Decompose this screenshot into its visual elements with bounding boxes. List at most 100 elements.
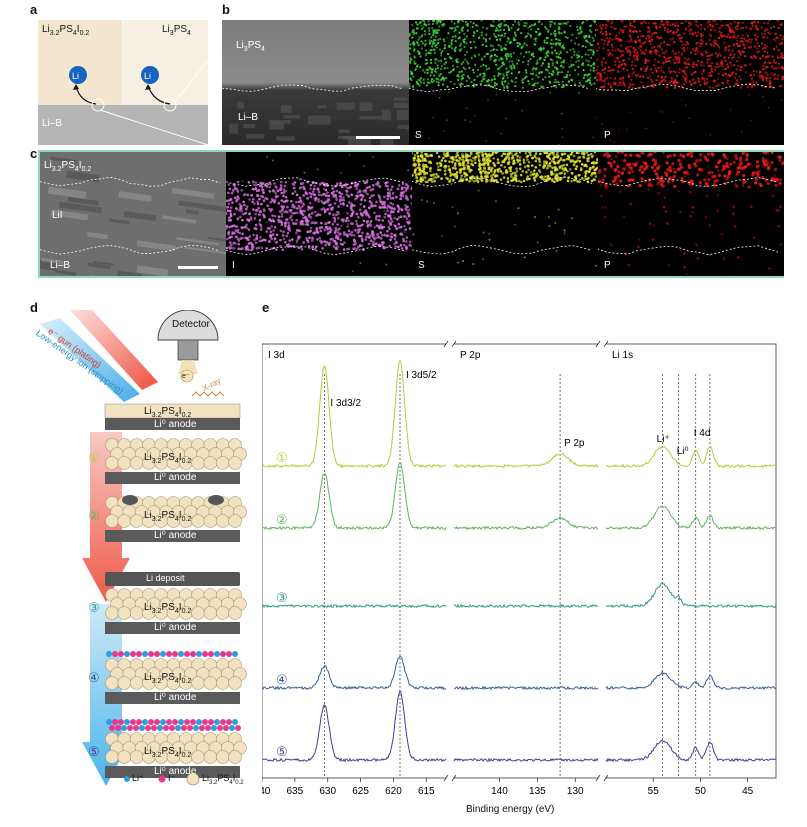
detector-label: Detector [172,319,210,330]
tick-label-50: 50 [695,786,707,797]
scale-bar-b [356,136,400,139]
annotation-2: P 2p [564,438,585,449]
panel-a-bottom-label: Li–B [42,118,62,129]
legend-i-label: I⁻ [168,773,175,784]
series-label-1: ① [276,450,288,465]
series-4-seg-2 [606,672,776,689]
legend-li-label: Li⁺ [132,773,144,784]
panel-c-top-label: Li3.2PS4I0.2 [44,160,91,173]
plating-label: Plating [66,504,78,538]
anode-label-3: Li⁰ anode [154,622,196,633]
step-number-1: ① [88,450,100,466]
panel-b-p-label: P [604,130,611,141]
x-axis-label: Binding energy (eV) [466,804,554,815]
panel-label-b: b [222,2,230,17]
tick-label-55: 55 [648,786,660,797]
series-4-seg-0 [262,656,446,689]
series-3-seg-2 [606,583,776,608]
panel-c-mid-label: LiI [52,210,63,221]
panel-a-schematic: Li Li [38,20,208,145]
panel-c-bottom-label: Li–B [50,260,70,271]
series-5-seg-1 [454,759,598,762]
xray-icon [192,392,224,396]
electron-label: e⁻ [182,372,190,380]
series-label-5: ⑤ [276,744,288,759]
annotation-1: I 3d5/2 [406,370,437,381]
tick-label-140: 140 [491,786,508,797]
panel-b-s-label: S [415,130,422,141]
tick-label-620: 620 [385,786,402,797]
step-number-3: ③ [88,600,100,616]
tick-label-615: 615 [418,786,435,797]
legend-li-icon [124,776,130,782]
anode-label-1: Li⁰ anode [154,472,196,483]
annotation-4: Li⁰ [677,446,689,457]
electrolyte-label-2: Li3.2PS4I0.2 [144,510,191,523]
annotation-5: I 4d [694,428,711,439]
panel-c: Li3.2PS4I0.2 LiI Li–B I S P [38,150,784,278]
segment-label-2: Li 1s [612,350,633,361]
series-5-seg-2 [606,740,776,761]
scale-bar-c [178,266,218,269]
top-anode-label: Li⁰ anode [154,419,196,430]
panel-a-left-label: Li3.2PS4I0.2 [42,24,89,37]
segment-label-1: P 2p [460,350,481,361]
panel-b-sem-image: Li3PS4 Li–B [222,20,409,145]
tick-label-630: 630 [319,786,336,797]
panel-c-s-label: S [418,260,425,271]
svg-text:Li: Li [144,71,151,81]
segment-label-0: I 3d [268,350,285,361]
electrolyte-label-5: Li3.2PS4I0.2 [144,746,191,759]
panel-b-top-label: Li3PS4 [236,40,265,53]
panel-c-i-map: I [226,152,412,276]
step-number-4: ④ [88,670,100,686]
annotation-3: Li⁺ [657,434,670,445]
anode-label-4: Li⁰ anode [154,692,196,703]
series-2-seg-2 [606,507,776,530]
tick-label-640: 640 [262,786,271,797]
series-label-2: ② [276,512,288,527]
svg-text:Li: Li [72,71,79,81]
series-3-seg-1 [454,605,598,608]
panel-d: Detector e⁻ gun (plating) Low-energy ion… [30,310,260,822]
panel-b-p-map: P [596,20,784,145]
series-label-3: ③ [276,590,288,605]
series-1-seg-2 [606,446,776,467]
anode-label-2: Li⁰ anode [154,530,196,541]
panel-c-p-map: P [598,152,784,276]
li-deposit-label: Li deposit [146,573,185,583]
tick-label-45: 45 [742,786,754,797]
panel-c-p-label: P [604,260,611,271]
tick-label-625: 625 [352,786,369,797]
panel-b: Li3PS4 Li–B S P [222,20,784,145]
panel-label-e: e [262,300,269,315]
series-1-seg-1 [454,454,598,468]
xps-chart-svg: 640 635 630 625 620 615 I 3d 140 135 130 P 2p 55 50 4… [262,314,782,822]
panel-a: Li Li Li3.2PS4I0.2 Li3PS4 Li–B [38,20,208,145]
top-electrolyte-label: Li3.2PS4I0.2 [144,406,191,419]
series-label-4: ④ [276,672,288,687]
panel-c-s-map: S [412,152,598,276]
electrolyte-label-4: Li3.2PS4I0.2 [144,672,191,685]
step-number-2: ② [88,508,100,524]
panel-label-a: a [30,2,37,17]
electrolyte-label-3: Li3.2PS4I0.2 [144,602,191,615]
tick-label-135: 135 [529,786,546,797]
panel-label-c: c [30,146,37,161]
panel-e-chart: 640 635 630 625 620 615 I 3d 140 135 130 P 2p 55 50 4… [262,314,782,822]
series-4-seg-1 [454,687,598,690]
series-2-seg-0 [262,463,446,529]
electrolyte-label-1: Li3.2PS4I0.2 [144,452,191,465]
panel-b-bottom-label: Li–B [238,112,258,123]
panel-c-i-label: I [232,260,235,271]
panel-b-s-map: S [409,20,596,145]
panel-a-right-label: Li3PS4 [162,24,191,37]
series-2-seg-1 [454,517,598,529]
tick-label-130: 130 [567,786,584,797]
series-5-seg-0 [262,691,446,762]
step-number-5: ⑤ [88,744,100,760]
panel-c-sem-image: Li3.2PS4I0.2 LiI Li–B [40,152,226,276]
stripping-label: Stripping [70,663,82,706]
series-3-seg-0 [262,605,446,608]
tick-label-635: 635 [287,786,304,797]
